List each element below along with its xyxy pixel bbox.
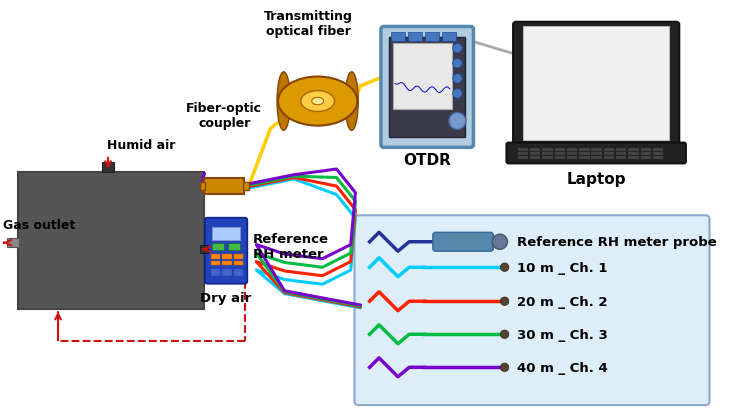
FancyBboxPatch shape	[507, 143, 686, 164]
Bar	[542, 153, 553, 156]
Bar	[555, 157, 565, 159]
Ellipse shape	[500, 330, 509, 339]
FancyBboxPatch shape	[205, 218, 247, 284]
Bar	[518, 157, 528, 159]
Bar	[604, 157, 614, 159]
Circle shape	[453, 90, 462, 99]
Text: 30 m _ Ch. 3: 30 m _ Ch. 3	[517, 328, 608, 341]
Circle shape	[453, 74, 462, 84]
Bar	[653, 153, 663, 156]
Text: 20 m _ Ch. 2: 20 m _ Ch. 2	[517, 295, 608, 308]
Bar	[199, 183, 205, 190]
Bar	[653, 149, 663, 152]
Bar	[408, 33, 422, 42]
Bar	[530, 157, 541, 159]
Text: Reference RH meter probe: Reference RH meter probe	[517, 236, 717, 249]
Ellipse shape	[493, 235, 508, 250]
Bar	[604, 153, 614, 156]
Text: 40 m _ Ch. 4: 40 m _ Ch. 4	[517, 361, 608, 374]
Text: Transmitting
optical fiber: Transmitting optical fiber	[264, 10, 353, 38]
Ellipse shape	[277, 73, 290, 131]
Bar	[205, 179, 244, 194]
Bar	[592, 149, 602, 152]
Text: Humid air: Humid air	[107, 139, 175, 152]
Bar	[567, 149, 578, 152]
Circle shape	[449, 113, 466, 130]
Bar	[234, 261, 243, 266]
FancyBboxPatch shape	[354, 216, 709, 405]
Bar	[523, 27, 669, 140]
FancyBboxPatch shape	[433, 233, 493, 252]
Bar	[228, 243, 240, 251]
Bar	[592, 157, 602, 159]
Bar	[212, 227, 240, 240]
Bar	[211, 261, 220, 266]
Bar	[199, 245, 208, 254]
Bar	[530, 153, 541, 156]
Bar	[426, 33, 438, 42]
Bar	[212, 243, 224, 251]
Bar	[243, 183, 249, 190]
Ellipse shape	[500, 363, 509, 372]
Bar	[234, 269, 243, 276]
Bar	[567, 157, 578, 159]
Bar	[616, 149, 626, 152]
Bar	[7, 238, 20, 248]
Text: 10 m _ Ch. 1: 10 m _ Ch. 1	[517, 261, 608, 274]
Ellipse shape	[301, 91, 335, 112]
Bar	[390, 38, 465, 138]
Circle shape	[453, 44, 462, 54]
Bar	[234, 254, 243, 259]
Bar	[641, 157, 651, 159]
Bar	[628, 157, 638, 159]
Text: Reference
RH meter: Reference RH meter	[253, 233, 329, 261]
Bar	[223, 254, 232, 259]
Bar	[211, 269, 220, 276]
Bar	[653, 157, 663, 159]
Bar	[579, 157, 590, 159]
Bar	[628, 153, 638, 156]
Bar	[592, 153, 602, 156]
Bar	[442, 33, 456, 42]
Bar	[555, 149, 565, 152]
Ellipse shape	[500, 263, 509, 272]
Bar	[223, 269, 232, 276]
Bar	[641, 149, 651, 152]
Bar	[579, 153, 590, 156]
Bar	[18, 173, 205, 309]
Bar	[579, 149, 590, 152]
Bar	[604, 149, 614, 152]
Bar	[518, 153, 528, 156]
Text: Dry air: Dry air	[201, 291, 252, 304]
Bar	[391, 33, 405, 42]
FancyBboxPatch shape	[381, 27, 474, 148]
Text: Fiber-optic
coupler: Fiber-optic coupler	[186, 102, 262, 130]
Bar	[542, 149, 553, 152]
Bar	[393, 43, 452, 109]
Ellipse shape	[345, 73, 358, 131]
Ellipse shape	[312, 98, 323, 105]
Bar	[223, 261, 232, 266]
FancyBboxPatch shape	[513, 23, 679, 151]
Text: OTDR: OTDR	[403, 153, 451, 168]
Bar	[530, 149, 541, 152]
Bar	[616, 153, 626, 156]
Bar	[518, 149, 528, 152]
Bar	[616, 157, 626, 159]
Ellipse shape	[500, 297, 509, 306]
Ellipse shape	[278, 77, 357, 126]
Text: Laptop: Laptop	[566, 171, 626, 187]
Bar	[555, 153, 565, 156]
Bar	[628, 149, 638, 152]
Bar	[211, 254, 220, 259]
Bar	[542, 157, 553, 159]
Text: Gas outlet: Gas outlet	[3, 219, 75, 232]
Bar	[641, 153, 651, 156]
Bar	[567, 153, 578, 156]
Bar	[102, 163, 114, 173]
Circle shape	[453, 59, 462, 69]
